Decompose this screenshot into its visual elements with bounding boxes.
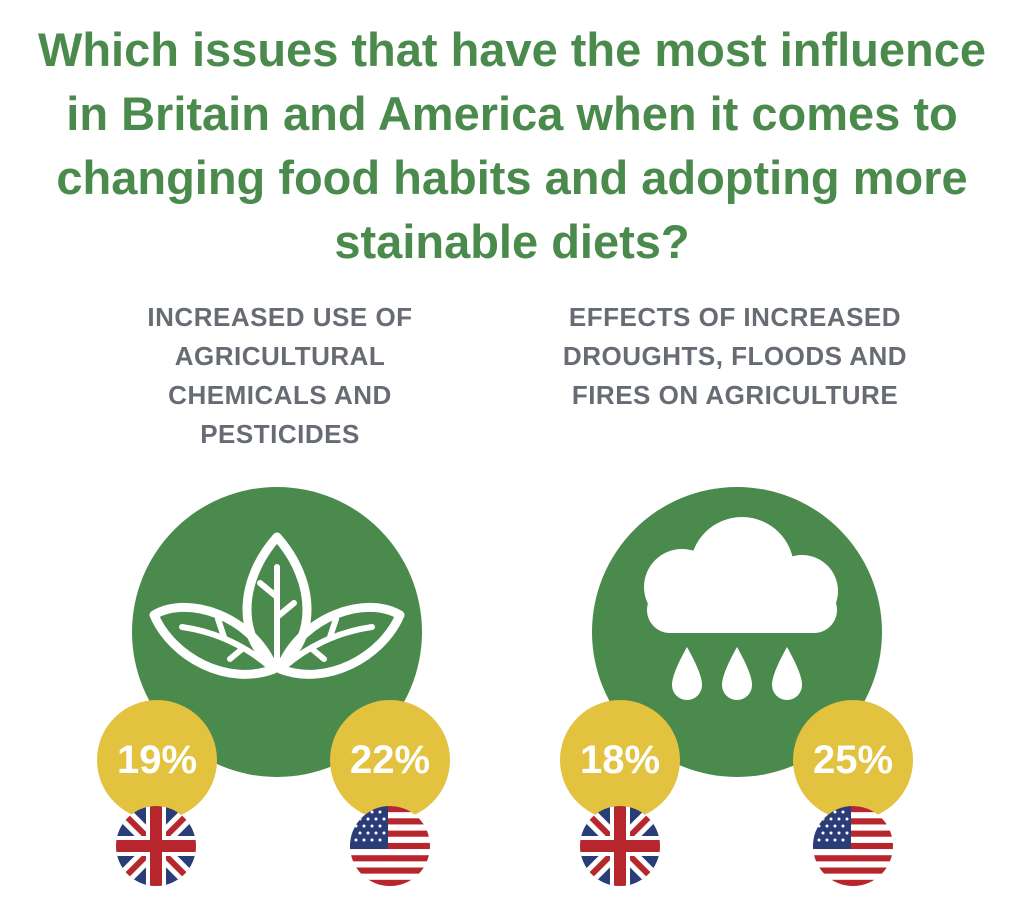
- droughts-icon-circle: [592, 487, 882, 777]
- us-percentage-badge: 25%: [793, 700, 913, 820]
- us-percentage-badge: 22%: [330, 700, 450, 820]
- page-title: Which issues that have the most influenc…: [37, 23, 987, 268]
- panel-title-droughts: EFFECTS OF INCREASED DROUGHTS, FLOODS AN…: [562, 302, 908, 410]
- panel-title-chemicals: INCREASED USE OF AGRICULTURAL CHEMICALS …: [147, 302, 413, 449]
- uk-percentage-badge: 19%: [97, 700, 217, 820]
- uk-percentage-badge: 18%: [560, 700, 680, 820]
- rain-cloud-icon: [644, 517, 838, 700]
- us-flag-icon: [350, 806, 430, 886]
- leaves-icon: [149, 532, 405, 679]
- us-flag-icon: [813, 806, 893, 886]
- uk-flag-icon: [116, 806, 196, 886]
- uk-flag-icon: [580, 806, 660, 886]
